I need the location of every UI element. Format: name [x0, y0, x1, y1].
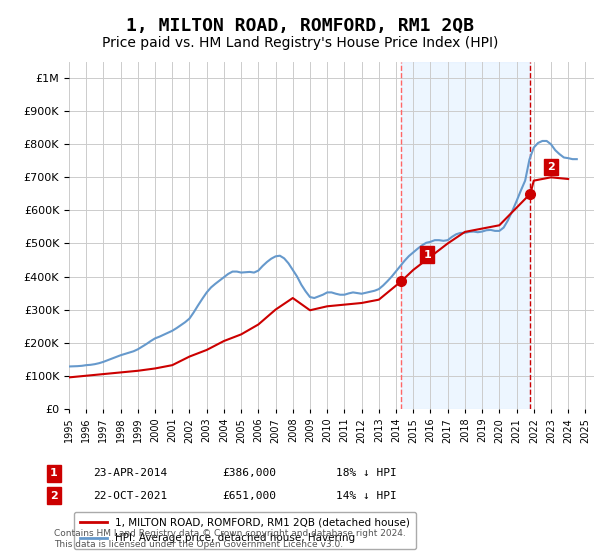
Text: 22-OCT-2021: 22-OCT-2021: [93, 491, 167, 501]
Legend: 1, MILTON ROAD, ROMFORD, RM1 2QB (detached house), HPI: Average price, detached : 1, MILTON ROAD, ROMFORD, RM1 2QB (detach…: [74, 512, 416, 549]
Text: 1: 1: [424, 250, 431, 260]
Text: 2: 2: [50, 491, 58, 501]
Text: £651,000: £651,000: [222, 491, 276, 501]
Text: 14% ↓ HPI: 14% ↓ HPI: [336, 491, 397, 501]
Text: Contains HM Land Registry data © Crown copyright and database right 2024.
This d: Contains HM Land Registry data © Crown c…: [54, 529, 406, 549]
Text: 1: 1: [50, 468, 58, 478]
Text: Price paid vs. HM Land Registry's House Price Index (HPI): Price paid vs. HM Land Registry's House …: [102, 36, 498, 50]
Text: 23-APR-2014: 23-APR-2014: [93, 468, 167, 478]
Bar: [401, 62, 530, 409]
Text: 1, MILTON ROAD, ROMFORD, RM1 2QB: 1, MILTON ROAD, ROMFORD, RM1 2QB: [126, 17, 474, 35]
Text: 18% ↓ HPI: 18% ↓ HPI: [336, 468, 397, 478]
Text: £386,000: £386,000: [222, 468, 276, 478]
Text: 2: 2: [547, 162, 555, 172]
